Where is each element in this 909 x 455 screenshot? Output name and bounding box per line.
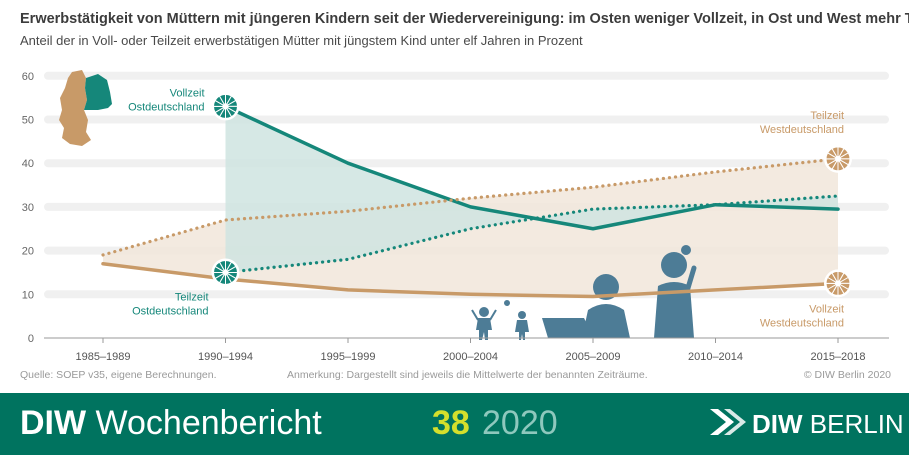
marker-center: [222, 269, 229, 276]
series-label-line: Vollzeit: [170, 87, 205, 99]
annotation-note: Anmerkung: Dargestellt sind jeweils die …: [287, 369, 648, 381]
x-tick-label: 2010–2014: [688, 351, 743, 363]
series-labels: Vollzeit Ostdeutschland Teilzeit Ostdeutsch…: [128, 87, 844, 329]
marker-wedge: [831, 146, 839, 161]
axes: 0 10 20 30 40 50 60 1985–1989 1990–1994 1995–1999…: [22, 71, 889, 363]
marker-wedge: [218, 259, 226, 275]
series-label-line: Ostdeutschland: [128, 101, 204, 113]
x-tick-label: 2000–2004: [443, 351, 498, 363]
logo-rest: BERLIN: [809, 409, 904, 439]
publication-name-bold: DIW: [20, 404, 87, 442]
vollzeit-ost-marker: [211, 92, 240, 121]
series-label-line: Teilzeit: [810, 110, 844, 122]
x-tick-label: 1995–1999: [320, 351, 375, 363]
vollzeit-west-label: Vollzeit Westdeutschland: [760, 303, 844, 329]
woman-hair: [681, 245, 691, 255]
series-label-line: Westdeutschland: [760, 317, 844, 329]
publication-name-rest: Wochenbericht: [95, 404, 322, 442]
diw-logo-icon: [710, 409, 746, 435]
vollzeit-ost-label: Vollzeit Ostdeutschland: [128, 87, 204, 113]
marker-center: [835, 155, 841, 162]
child-arm: [489, 309, 497, 321]
woman-head: [593, 274, 619, 300]
germany-map-icon: [59, 70, 112, 146]
y-tick-label: 20: [22, 246, 34, 258]
child-head: [479, 307, 489, 317]
ball: [504, 300, 510, 306]
east-area-fill: [225, 106, 838, 273]
teilzeit-west-marker: [824, 144, 852, 173]
logo-bold: DIW: [752, 409, 803, 439]
marker-center: [835, 280, 841, 287]
woman-arm: [685, 265, 697, 291]
x-tick-label: 2005–2009: [565, 351, 620, 363]
copyright-note: © DIW Berlin 2020: [803, 369, 891, 381]
woman-body: [654, 282, 694, 338]
source-note: Quelle: SOEP v35, eigene Berechnungen.: [20, 369, 217, 381]
y-tick-label: 50: [22, 115, 34, 127]
child-head: [518, 311, 526, 319]
x-tick-label: 1985–1989: [75, 351, 130, 363]
map-east-germany-shape: [84, 74, 112, 110]
y-tick-label: 30: [22, 202, 34, 214]
teilzeit-ost-label: Teilzeit Ostdeutschland: [132, 291, 208, 317]
map-west-germany-shape: [59, 70, 91, 146]
marker-wedge: [831, 270, 839, 286]
y-tick-label: 0: [28, 333, 34, 345]
chart-subtitle: Anteil der in Voll- oder Teilzeit erwerb…: [20, 33, 583, 48]
diw-berlin-logo-text: DIW BERLIN: [752, 409, 904, 440]
child-body: [476, 318, 492, 340]
series-line-teilzeit-ost: [223, 194, 840, 275]
issue-year: 2020: [482, 404, 558, 442]
series-label-line: Westdeutschland: [760, 124, 844, 136]
publication-banner: DIW Wochenbericht 38 2020 DIW BERLIN: [0, 393, 909, 455]
illustration-mothers-children: [471, 245, 697, 340]
series-line-teilzeit-west: [101, 157, 840, 257]
line-chart: Vollzeit Ostdeutschland Teilzeit Ostdeutsch…: [22, 70, 889, 363]
marker-wedge: [218, 93, 226, 109]
publication-name: DIW Wochenbericht: [20, 404, 322, 443]
laptop: [542, 318, 594, 338]
chart-title: Erwerbstätigkeit von Müttern mit jüngere…: [20, 11, 909, 27]
y-tick-label: 10: [22, 289, 34, 301]
x-tick-label: 2015–2018: [810, 351, 865, 363]
y-tick-label: 40: [22, 158, 34, 170]
marker-center: [222, 103, 229, 110]
series-markers: [211, 92, 852, 298]
teilzeit-west-label: Teilzeit Westdeutschland: [760, 110, 844, 136]
child-body: [515, 320, 529, 340]
series-label-line: Vollzeit: [809, 303, 844, 315]
grid-band: [44, 71, 889, 80]
woman-body: [582, 304, 630, 338]
x-tick-label: 1990–1994: [198, 351, 253, 363]
woman-head: [661, 252, 687, 278]
issue-number: 38: [432, 404, 470, 442]
teilzeit-ost-marker: [211, 258, 240, 287]
y-tick-label: 60: [22, 71, 34, 83]
series-label-line: Teilzeit: [175, 291, 209, 303]
grid-band: [44, 115, 889, 124]
series-label-line: Ostdeutschland: [132, 305, 208, 317]
vollzeit-west-marker: [824, 269, 852, 298]
grid-band: [44, 159, 889, 168]
child-arm: [471, 309, 479, 321]
